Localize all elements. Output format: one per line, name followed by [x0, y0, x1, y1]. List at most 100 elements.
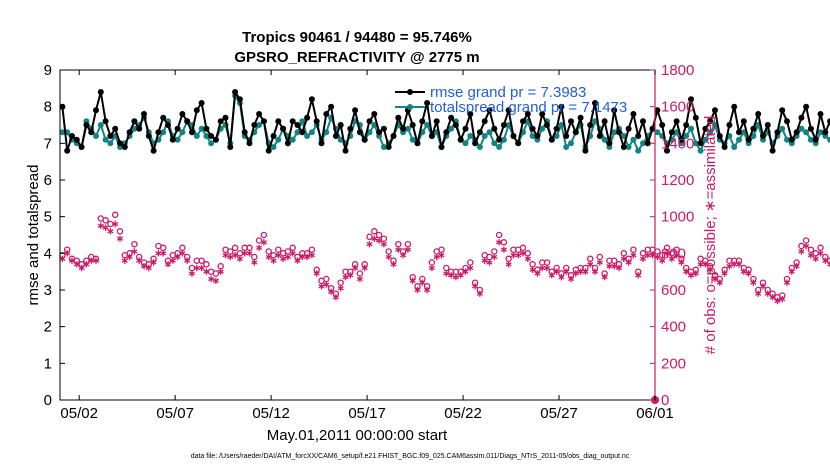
rmse-point	[784, 118, 790, 125]
obs-assimilated-point	[563, 268, 570, 275]
rmse-point	[548, 136, 555, 143]
obs-assimilated-point	[294, 257, 301, 264]
obs-assimilated-point	[83, 261, 90, 268]
obs-possible-point	[203, 261, 210, 268]
obs-assimilated-point	[553, 268, 560, 275]
totalspread-point	[256, 122, 263, 128]
obs-assimilated-point	[184, 257, 191, 264]
obs-assimilated-point	[174, 253, 181, 261]
obs-assimilated-point	[275, 252, 282, 259]
rmse-point	[390, 133, 397, 139]
obs-possible-point	[807, 246, 815, 253]
totalspread-point	[563, 144, 570, 150]
totalspread-point	[299, 118, 306, 125]
x-axis-label: May.01,2011 00:00:00 start	[267, 427, 448, 444]
totalspread-point	[635, 147, 642, 154]
obs-assimilated-point	[567, 275, 575, 283]
obs-assimilated-point	[121, 257, 128, 264]
totalspread-point	[448, 125, 455, 132]
totalspread-line	[62, 92, 830, 153]
obs-assimilated-point	[246, 250, 253, 257]
obs-assimilated-point	[256, 244, 263, 251]
rmse-point	[779, 107, 786, 114]
rmse-point	[184, 118, 191, 125]
obs-assimilated-point	[529, 266, 536, 273]
legend-marker-totalspread	[407, 104, 413, 110]
totalspread-point	[486, 129, 493, 136]
obs-assimilated-point	[404, 246, 412, 253]
obs-assimilated-point	[769, 294, 776, 301]
obs-possible-point	[495, 231, 503, 239]
rmse-point	[587, 122, 594, 128]
obs-assimilated-point	[347, 272, 354, 279]
rmse-point	[443, 129, 450, 136]
obs-assimilated-point	[735, 261, 743, 268]
obs-assimilated-point	[803, 242, 810, 250]
y-tick-label: 8	[44, 99, 52, 116]
obs-assimilated-series	[59, 220, 830, 305]
rmse-point	[246, 140, 253, 147]
rmse-point	[515, 140, 522, 147]
obs-assimilated-point	[208, 275, 215, 283]
obs-possible-point	[107, 220, 114, 228]
rmse-point	[760, 133, 766, 139]
obs-assimilated-point	[716, 279, 723, 286]
x-tick-label: 05/27	[540, 405, 578, 422]
legend-marker-rmse	[407, 89, 413, 95]
obs-assimilated-point	[726, 263, 733, 270]
rmse-point	[726, 122, 733, 128]
obs-assimilated-point	[395, 246, 402, 253]
obs-assimilated-point	[409, 277, 416, 284]
rmse-point	[822, 129, 829, 136]
obs-assimilated-point	[534, 270, 541, 277]
legend-entry-totalspread: totalspread grand pr = 7.1473	[395, 99, 627, 116]
totalspread-point	[203, 133, 210, 139]
totalspread-point	[270, 144, 277, 150]
rmse-point	[803, 103, 810, 110]
rmse-point	[755, 111, 762, 117]
rmse-point	[630, 111, 637, 117]
obs-assimilated-point	[587, 261, 594, 268]
rmse-point	[424, 100, 431, 106]
obs-assimilated-point	[683, 268, 690, 275]
obs-assimilated-point	[303, 253, 311, 261]
totalspread-point	[208, 140, 215, 147]
rmse-point	[592, 100, 598, 106]
rmse-point	[812, 136, 819, 143]
legend-label-rmse: rmse grand pr = 7.3983	[430, 84, 586, 101]
rmse-point	[83, 122, 90, 128]
rmse-point	[750, 125, 757, 132]
obs-assimilated-point	[572, 270, 579, 277]
totalspread-point	[692, 140, 699, 147]
totalspread-point	[294, 129, 301, 136]
totalspread-point	[558, 122, 565, 128]
y-tick-label: 4	[44, 245, 52, 262]
obs-assimilated-point	[68, 257, 76, 264]
obs-assimilated-point	[591, 268, 599, 275]
y-tick-label: 5	[44, 209, 52, 226]
rmse-point	[654, 107, 661, 114]
totalspread-point	[97, 122, 104, 128]
rmse-point	[203, 125, 210, 132]
rmse-point	[352, 107, 359, 114]
obs-assimilated-point	[131, 248, 138, 255]
rmse-point	[227, 144, 234, 150]
rmse-point	[544, 122, 550, 128]
obs-assimilated-point	[92, 257, 100, 264]
rmse-point	[510, 133, 517, 139]
chart-title: Tropics 90461 / 94480 = 95.746%	[242, 29, 472, 46]
rmse-point	[97, 89, 104, 95]
rmse-point	[563, 133, 570, 139]
y-axis-label: rmse and totalspread	[25, 165, 42, 306]
y-right-tick-label: 800	[661, 245, 686, 262]
rmse-point	[596, 133, 603, 139]
y-right-tick-label: 1400	[661, 135, 694, 152]
rmse-point	[452, 122, 459, 128]
obs-assimilated-point	[217, 268, 224, 275]
obs-assimilated-point	[827, 261, 830, 268]
left-y-axis: 0 1 2 3 4 5 6 7 8 9	[44, 62, 65, 409]
obs-assimilated-point	[361, 264, 368, 272]
totalspread-point	[308, 129, 315, 136]
totalspread-point	[803, 129, 810, 136]
x-tick-label: 05/22	[444, 405, 482, 422]
